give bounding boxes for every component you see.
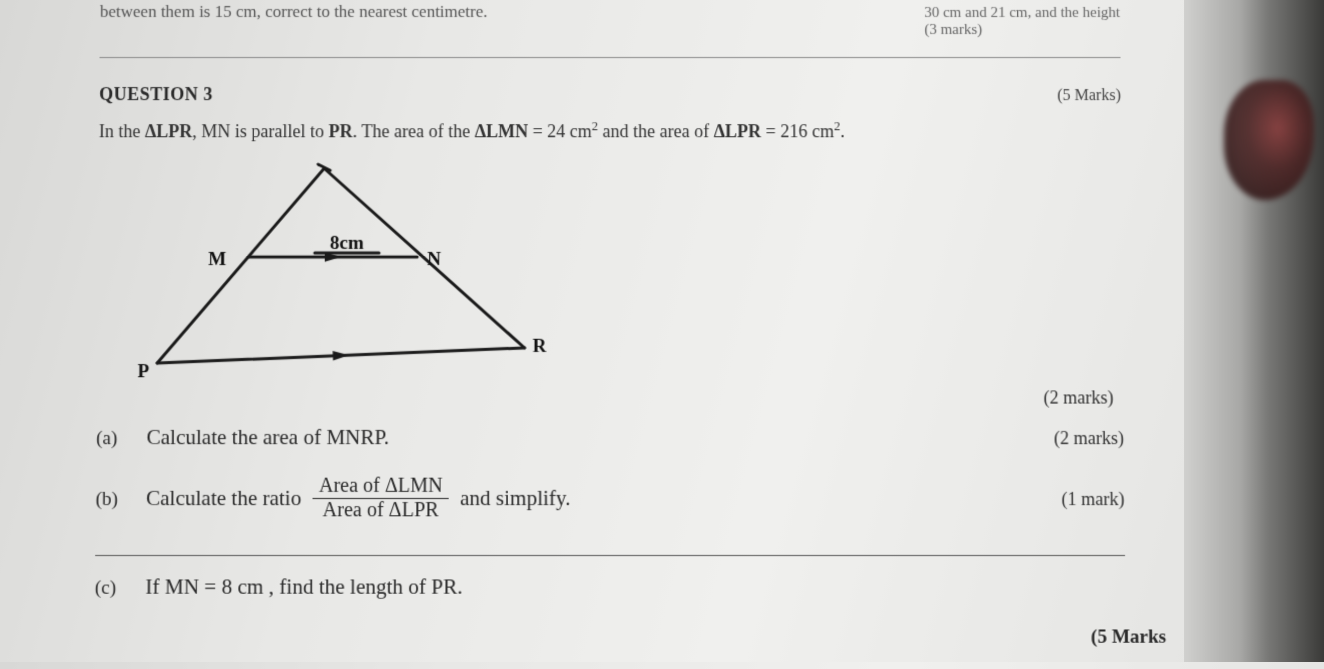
divider-bottom — [95, 555, 1125, 556]
part-b-marks: (1 mark) — [983, 489, 1124, 510]
triangle-svg: M N P R 8cm — [127, 156, 550, 378]
part-c: (c) If MN = 8 cm , find the length of PR… — [95, 574, 1126, 599]
part-b-post: and simplify. — [460, 486, 570, 510]
stem-tri3: ΔLPR — [714, 121, 761, 141]
exam-page: between them is 15 cm, correct to the ne… — [0, 0, 1207, 669]
question-header: QUESTION 3 (5 Marks) — [99, 84, 1121, 105]
prev-text-left: between them is 15 cm, correct to the ne… — [100, 2, 488, 22]
part-a-label: (a) — [96, 428, 147, 450]
part-a-marks-floating: (2 marks) — [96, 387, 1123, 408]
stem-t2: , MN is parallel to — [192, 121, 328, 141]
question-stem: In the ΔLPR, MN is parallel to PR. The a… — [99, 119, 1122, 142]
svg-text:M: M — [208, 249, 226, 270]
part-c-text: If MN = 8 cm , find the length of PR. — [145, 574, 984, 599]
fraction-denominator: Area of ΔLPR — [313, 499, 449, 522]
stem-t1: In the — [99, 121, 145, 141]
part-b-text: Calculate the ratio Area of ΔLMN Area of… — [146, 477, 984, 525]
question-total-marks: (5 Marks) — [1057, 87, 1121, 105]
part-b: (b) Calculate the ratio Area of ΔLMN Are… — [95, 477, 1124, 525]
prev-text-right-a: 30 cm and 21 cm, and the height — [924, 5, 1120, 21]
stem-eq1: = 24 cm — [528, 121, 592, 141]
part-a: (a) Calculate the area of MNRP. (2 marks… — [96, 425, 1124, 450]
question-parts: (a) Calculate the area of MNRP. (2 marks… — [94, 425, 1126, 649]
part-b-pre: Calculate the ratio — [146, 486, 307, 510]
stem-t4: and the area of — [598, 121, 714, 141]
prev-question-fragment: between them is 15 cm, correct to the ne… — [100, 2, 1121, 39]
stem-eq2: = 216 cm — [761, 121, 834, 141]
next-question-marks: (5 Marks — [94, 626, 1166, 648]
stem-tri1: ΔLPR — [145, 121, 193, 141]
stem-t3: . The area of the — [353, 121, 475, 141]
svg-text:8cm: 8cm — [330, 233, 364, 254]
fraction-numerator: Area of ΔLMN — [313, 475, 449, 499]
part-b-label: (b) — [96, 489, 147, 511]
stem-tri2: ΔLMN — [475, 121, 528, 141]
divider — [99, 57, 1120, 58]
part-c-label: (c) — [95, 577, 146, 599]
prev-text-right-b: (3 marks) — [924, 22, 982, 38]
svg-text:P: P — [137, 361, 149, 378]
stem-pr: PR — [329, 121, 353, 141]
part-b-fraction: Area of ΔLMN Area of ΔLPR — [313, 475, 449, 523]
part-a-text: Calculate the area of MNRP. — [146, 425, 983, 450]
triangle-diagram: M N P R 8cm — [127, 156, 1124, 383]
question-number: QUESTION 3 — [99, 84, 213, 105]
svg-text:N: N — [427, 249, 441, 270]
part-a-marks: (2 marks) — [983, 428, 1124, 449]
svg-text:R: R — [533, 336, 547, 357]
